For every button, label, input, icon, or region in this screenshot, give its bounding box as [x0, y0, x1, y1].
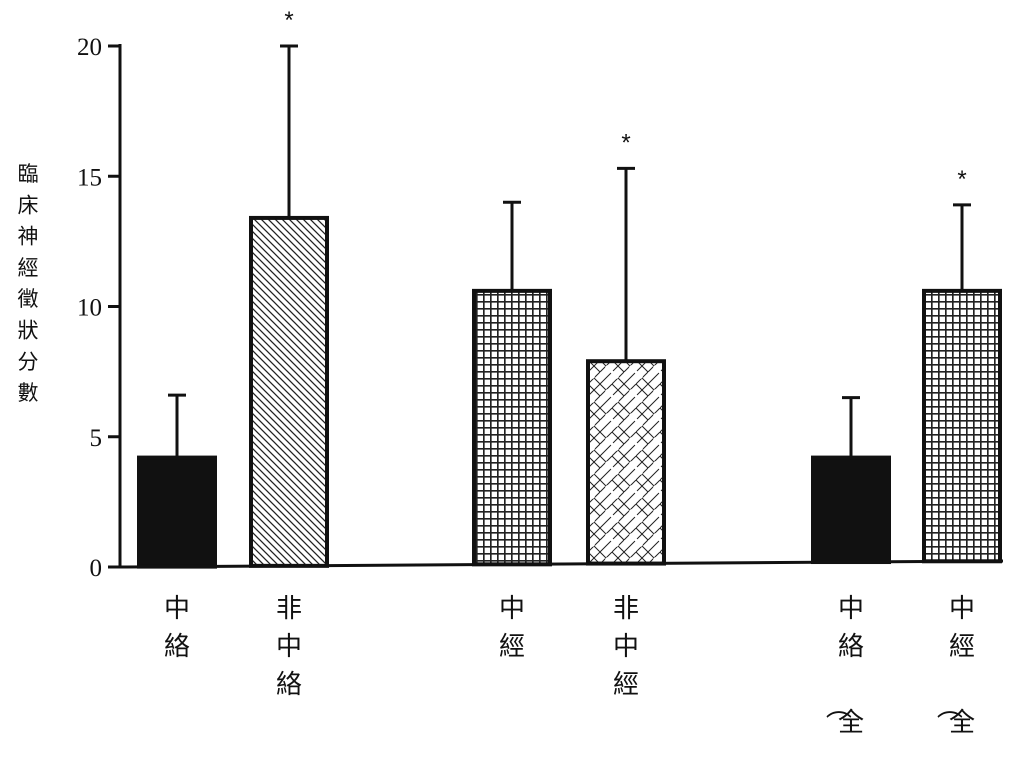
- y-tick-label: 5: [90, 425, 103, 452]
- y-tick-label: 15: [77, 164, 102, 191]
- category-label: 中絡（全）: [822, 594, 864, 764]
- significance-asterisk: *: [957, 166, 966, 193]
- category-label: 中絡: [164, 594, 190, 662]
- significance-asterisk: *: [284, 7, 293, 34]
- y-tick-label: 20: [77, 34, 102, 61]
- bar: [922, 288, 1002, 564]
- y-tick-label: 10: [77, 295, 102, 322]
- bar: [586, 359, 666, 566]
- category-label: 中經（全）: [933, 594, 975, 764]
- category-label: 中經: [499, 594, 525, 662]
- bar: [137, 455, 217, 569]
- significance-asterisk: *: [621, 129, 630, 156]
- y-tick-label: 0: [90, 555, 103, 582]
- bar: [472, 288, 552, 567]
- category-label: 非中絡: [276, 594, 302, 700]
- category-label: 非中經: [613, 594, 639, 700]
- bar: [249, 215, 329, 568]
- y-axis-label: 臨床神經徵狀分數: [18, 162, 39, 405]
- bar: [811, 455, 891, 565]
